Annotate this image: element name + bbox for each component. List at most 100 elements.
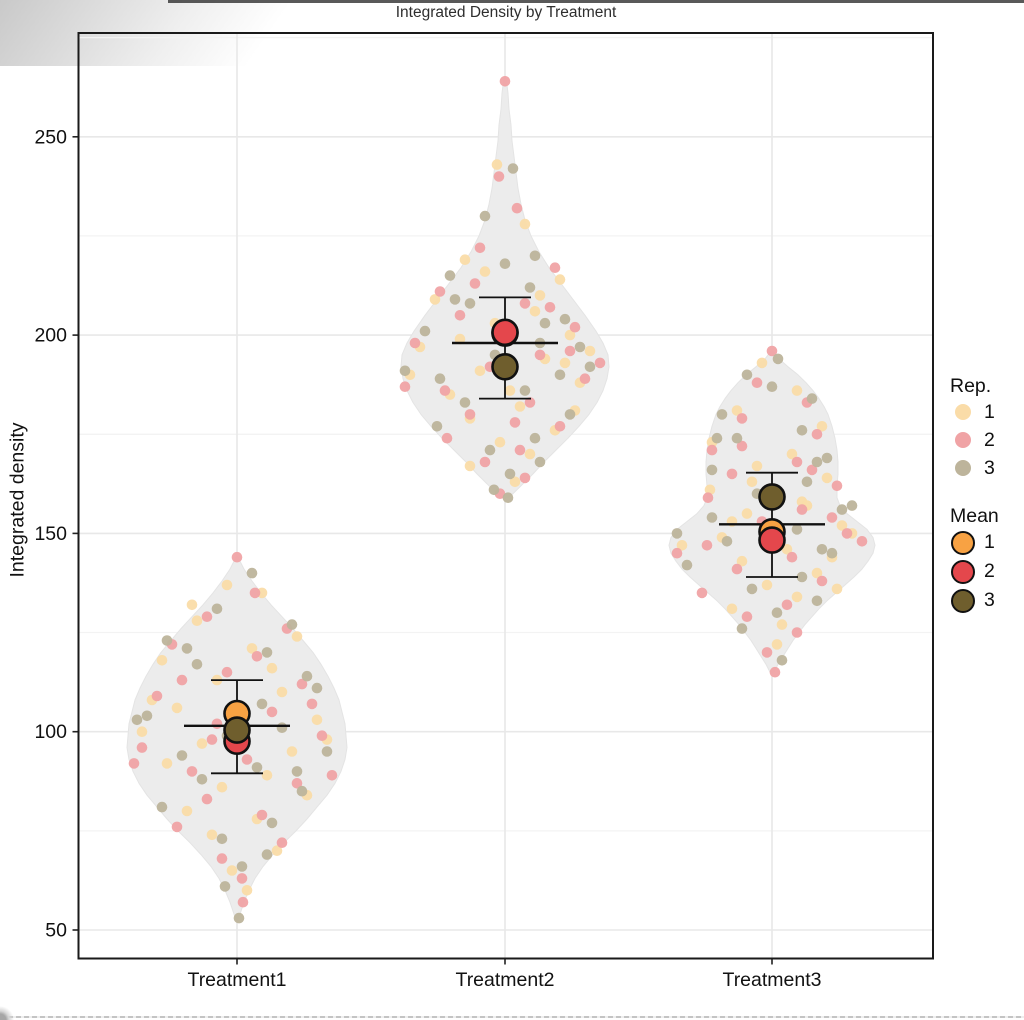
jitter-point-rep1 [559,357,571,369]
jitter-point-rep3 [811,595,823,607]
jitter-point-rep1 [786,448,798,460]
rep2-swatch-wrap [948,432,978,448]
jitter-point-rep1 [791,385,803,396]
jitter-point-rep2 [514,444,526,456]
jitter-point-rep2 [306,698,318,710]
jitter-point-rep3 [399,365,411,377]
jitter-point-rep1 [479,266,491,277]
jitter-point-rep1 [811,567,823,579]
jitter-point-rep3 [836,504,848,515]
jitter-point-rep2 [791,627,803,638]
jitter-point-rep2 [519,472,531,484]
jitter-point-rep1 [756,357,768,369]
jitter-point-rep1 [459,254,471,265]
jitter-point-rep3 [296,785,308,797]
jitter-point-rep1 [206,829,218,841]
legend-group-rep: Rep. 1 2 3 [948,374,999,482]
jitter-point-rep3 [721,536,733,547]
jitter-point-rep1 [221,579,233,591]
jitter-point-rep2 [211,718,223,730]
legend-item-mean-3: 3 [948,586,999,615]
jitter-point-rep1 [494,436,506,448]
jitter-point-rep3 [731,432,743,444]
jitter-point-rep3 [131,714,143,726]
jitter-point-rep2 [409,337,421,349]
jitter-point-rep3 [141,710,153,722]
jitter-point-rep3 [444,270,456,281]
jitter-point-rep3 [311,682,323,694]
jitter-point-rep2 [399,381,411,393]
jitter-point-rep3 [321,746,333,757]
jitter-point-rep1 [776,619,788,630]
legend-mean-label-3: 3 [984,589,995,611]
jitter-point-rep2 [136,742,148,753]
jitter-point-rep3 [261,849,273,860]
jitter-point-rep2 [493,171,505,182]
jitter-point-rep2 [499,76,511,87]
x-tick-label-2: Treatment2 [456,969,555,991]
jitter-point-rep3 [191,659,203,670]
jitter-point-rep3 [811,456,823,468]
jitter-point-rep2 [569,321,581,333]
jitter-point-rep3 [156,801,168,813]
mean3-swatch-wrap [948,588,978,613]
jitter-point-rep3 [286,619,298,630]
y-tick-label-150: 150 [34,523,67,545]
jitter-point-rep1 [261,770,273,781]
jitter-point-rep3 [256,698,268,710]
jitter-point-rep1 [271,845,283,856]
jitter-point-rep3 [826,547,838,559]
jitter-point-rep2 [796,504,808,515]
jitter-point-rep2 [786,551,798,563]
panel-border [77,32,934,960]
jitter-point-rep3 [711,432,723,444]
jitter-point-rep1 [821,472,833,484]
jitter-point-rep1 [554,274,566,285]
jitter-point-rep2 [781,599,793,611]
jitter-point-rep2 [464,409,476,420]
jitter-point-rep1 [196,738,208,749]
legend-item-rep-2: 2 [948,426,999,454]
jitter-point-rep1 [746,476,758,488]
legend-group-mean: Mean 1 2 3 [948,504,999,615]
jitter-point-rep1 [216,781,228,793]
jitter-point-rep2 [439,385,451,396]
jitter-point-rep2 [251,651,263,662]
jitter-point-rep2 [696,587,708,599]
jitter-point-rep3 [216,833,228,845]
jitter-point-rep1 [514,401,526,412]
mean-point-rep3-Treatment2 [491,352,519,381]
legend-rep-label-1: 1 [984,400,995,423]
jitter-point-rep2 [741,611,753,622]
legend: Rep. 1 2 3 Mean 1 2 [948,374,999,615]
jitter-point-rep2 [171,821,183,833]
jitter-point-rep2 [761,647,773,658]
jitter-point-rep3 [716,409,728,420]
jitter-point-rep1 [226,865,238,876]
jitter-point-rep2 [701,540,713,551]
legend-rep-title: Rep. [950,375,992,397]
rep1-swatch-wrap [948,404,978,420]
jitter-point-rep2 [769,666,781,678]
jitter-point-rep3 [771,607,783,618]
jitter-point-rep1 [241,885,253,896]
jitter-point-rep3 [251,762,263,773]
jitter-point-rep2 [751,377,763,389]
jitter-point-rep1 [529,306,541,317]
jitter-point-rep3 [196,774,208,785]
jitter-point-rep3 [772,353,784,365]
jitter-point-rep1 [524,448,536,460]
jitter-point-rep3 [499,258,511,270]
jitter-point-rep1 [161,758,173,769]
y-tick-label-250: 250 [34,126,67,148]
y-tick-label-100: 100 [34,721,67,743]
x-tick-label-1: Treatment1 [188,969,287,991]
jitter-point-rep2 [524,397,536,408]
jitter-point-rep2 [841,528,853,539]
jitter-point-rep2 [791,456,803,468]
jitter-point-rep1 [534,290,546,301]
jitter-point-rep3 [233,912,245,924]
jitter-point-rep2 [479,456,491,468]
